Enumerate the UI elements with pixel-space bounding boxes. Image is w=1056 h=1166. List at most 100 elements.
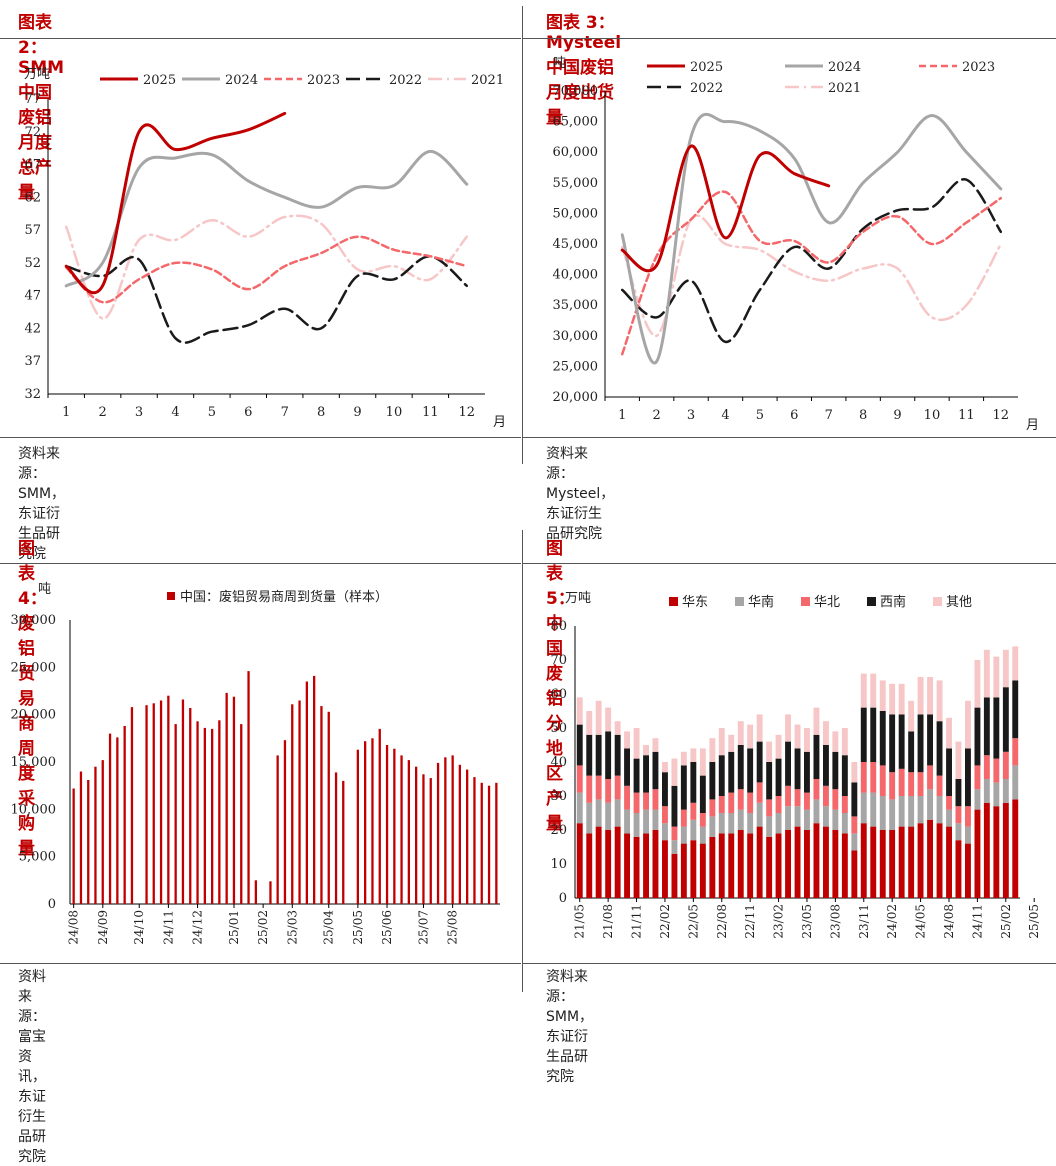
bar-segment-其他 xyxy=(1012,646,1018,680)
bar xyxy=(175,724,177,904)
bar xyxy=(204,728,206,904)
y-tick-label: 60 xyxy=(550,687,567,702)
bar-segment-其他 xyxy=(586,711,592,735)
bar xyxy=(240,724,242,904)
bar xyxy=(444,757,446,904)
bar-segment-华北 xyxy=(634,793,640,813)
bar-segment-西南 xyxy=(586,735,592,776)
bar-segment-华北 xyxy=(776,796,782,813)
bar-segment-华北 xyxy=(908,772,914,796)
x-tick-label: 24/11 xyxy=(970,904,984,939)
bar-segment-华东 xyxy=(738,830,744,898)
x-axis-unit: 月 xyxy=(493,415,506,430)
bar-segment-西南 xyxy=(700,776,706,813)
bar-segment-华南 xyxy=(965,827,971,844)
y-tick-label: 60,000 xyxy=(553,145,599,160)
bar-segment-西南 xyxy=(605,731,611,779)
bar xyxy=(153,703,155,904)
bar xyxy=(298,701,300,905)
legend-label-2024: 2024 xyxy=(828,60,861,75)
x-tick-label: 4 xyxy=(171,405,179,420)
x-tick-label: 24/08 xyxy=(67,910,81,945)
bar-segment-其他 xyxy=(956,742,962,779)
bar xyxy=(87,780,89,904)
bar xyxy=(102,760,104,904)
bar-segment-西南 xyxy=(946,748,952,796)
legend-label-西南: 西南 xyxy=(880,594,906,610)
bar-segment-西南 xyxy=(596,735,602,776)
bar-segment-华北 xyxy=(643,793,649,810)
bar-segment-华南 xyxy=(937,796,943,823)
legend-swatch-西南 xyxy=(867,597,876,606)
y-tick-label: 65,000 xyxy=(553,115,599,130)
bar-segment-华东 xyxy=(643,833,649,898)
x-tick-label: 9 xyxy=(353,405,361,420)
x-tick-label: 1 xyxy=(618,408,626,423)
legend-label-其他: 其他 xyxy=(946,595,972,610)
x-tick-label: 21/05 xyxy=(573,904,587,939)
bar-segment-华东 xyxy=(615,827,621,898)
bar-segment-华南 xyxy=(672,840,678,854)
bar-segment-华南 xyxy=(605,803,611,830)
bar-segment-华南 xyxy=(975,789,981,809)
bar-segment-西南 xyxy=(899,714,905,768)
bar-segment-华北 xyxy=(596,776,602,800)
y-axis-unit: 万吨 xyxy=(24,67,50,82)
x-tick-label: 4 xyxy=(721,408,729,423)
bar-segment-华北 xyxy=(795,789,801,806)
bar-segment-华北 xyxy=(984,755,990,779)
bar-segment-其他 xyxy=(927,677,933,714)
bar-segment-华南 xyxy=(653,810,659,830)
bar xyxy=(313,676,315,904)
divider xyxy=(523,963,1056,964)
bar xyxy=(269,881,271,904)
x-tick-label: 6 xyxy=(790,408,798,423)
bar-segment-西南 xyxy=(634,759,640,793)
bar-segment-华北 xyxy=(965,806,971,826)
bar xyxy=(488,786,490,904)
bar-segment-其他 xyxy=(634,728,640,759)
legend-swatch-其他 xyxy=(933,597,942,606)
bar-segment-华东 xyxy=(975,810,981,898)
bar xyxy=(116,737,118,904)
bar-segment-其他 xyxy=(776,735,782,759)
bar-segment-西南 xyxy=(757,742,763,783)
bar-segment-华北 xyxy=(766,799,772,816)
x-tick-label: 3 xyxy=(687,408,695,423)
bar-segment-华东 xyxy=(927,820,933,898)
y-tick-label: 62 xyxy=(24,190,41,205)
x-tick-label: 6 xyxy=(244,405,252,420)
y-tick-label: 25,000 xyxy=(11,660,57,675)
bar-segment-华南 xyxy=(662,823,668,840)
bar-segment-华东 xyxy=(653,830,659,898)
bar-segment-西南 xyxy=(615,735,621,776)
x-axis-unit: 月 xyxy=(1026,418,1039,433)
legend-label-2023: 2023 xyxy=(307,73,340,88)
bar-segment-华东 xyxy=(795,827,801,898)
bar-segment-华东 xyxy=(624,833,630,898)
x-tick-label: 21/08 xyxy=(601,904,615,939)
bar-segment-西南 xyxy=(814,735,820,779)
y-tick-label: 47 xyxy=(24,289,41,304)
x-tick-label: 22/05 xyxy=(686,904,700,939)
bar-segment-其他 xyxy=(975,660,981,708)
bar xyxy=(233,697,235,904)
bar xyxy=(160,701,162,905)
bar-segment-华东 xyxy=(709,837,715,898)
bar-segment-西南 xyxy=(672,786,678,827)
x-tick-label: 22/02 xyxy=(658,904,672,939)
y-tick-label: 70 xyxy=(550,653,567,668)
bar-segment-其他 xyxy=(785,714,791,741)
bar xyxy=(357,750,359,904)
x-tick-label: 25/06 xyxy=(380,910,394,945)
bar-segment-其他 xyxy=(823,721,829,745)
y-tick-label: 20 xyxy=(550,823,567,838)
x-tick-label: 21/11 xyxy=(630,904,644,939)
bar-segment-华东 xyxy=(776,833,782,898)
x-tick-label: 24/08 xyxy=(942,904,956,939)
bar-segment-西南 xyxy=(709,762,715,799)
legend-label-2021: 2021 xyxy=(828,81,861,96)
y-tick-label: 77 xyxy=(24,92,41,107)
bar-segment-西南 xyxy=(653,752,659,789)
bar-segment-华南 xyxy=(832,810,838,830)
